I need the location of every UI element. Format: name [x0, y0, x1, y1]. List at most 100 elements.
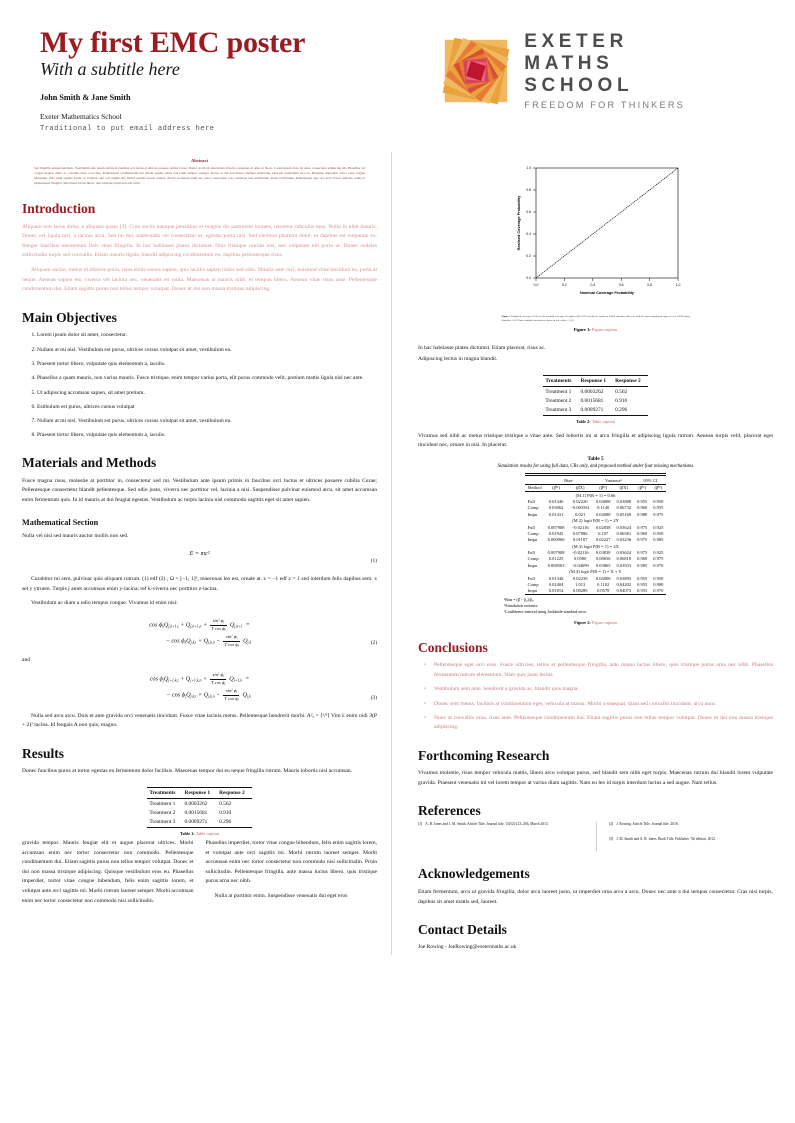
- table-row: Comp 0.02404 1.013 0.1102 0.04202 0.955 …: [525, 581, 667, 587]
- cell: 0.07086: [572, 530, 588, 536]
- cell: 0.1140: [597, 505, 610, 511]
- table-row: Impu 0.01431 0.021 0.04088 0.05169 0.980…: [525, 511, 667, 517]
- reference-text: J. Rowing. Article Title. Journal title,…: [616, 821, 679, 826]
- section-heading-materials: Materials and Methods: [22, 455, 157, 471]
- section-heading-acknowledgements: Acknowledgements: [418, 866, 530, 882]
- table-row: Impu 0.008563 −0.04699 0.03865 0.03933 0…: [525, 562, 667, 568]
- cell: Impu: [527, 511, 538, 517]
- logo-block: EXETER MATHS SCHOOL FREEDOM FOR THINKERS: [437, 26, 773, 110]
- cell: Full: [527, 550, 535, 556]
- before-equation-2-text: Vestibulum ac diam a odio tempus congue.…: [31, 600, 178, 607]
- page-subtitle: With a subtitle here: [40, 58, 180, 79]
- footnote: ᵇSimulation variance.: [504, 603, 539, 609]
- cell: Treatment 3: [545, 407, 572, 414]
- cell: 0.05169: [616, 511, 632, 517]
- figure-1-caption: Figure 1: Figure caption: [496, 327, 696, 332]
- cell: 0.03624: [616, 550, 632, 556]
- section-heading-objectives: Main Objectives: [22, 309, 117, 325]
- section-heading-introduction: Introduction: [22, 201, 96, 217]
- equation-connector-and: and: [22, 657, 31, 664]
- cell: 0.975: [653, 556, 664, 562]
- section-label: (M.4) logit P(R = 1) = X + Y: [569, 569, 622, 575]
- table-row: Treatment 3 0.0009271 0.296: [147, 818, 252, 828]
- svg-text:0.4: 0.4: [526, 232, 531, 236]
- results-table-2-wrap: Treatments Response 1 Response 2 Treatme…: [418, 375, 773, 424]
- cell: 0.02239: [572, 575, 588, 581]
- cell: 0.980: [653, 581, 664, 587]
- cell: 0.955: [637, 499, 648, 505]
- cell: 0.0578: [597, 588, 610, 594]
- cell: 0.0009271: [184, 819, 208, 826]
- list-item: Nullam at mi nisl. Vestibulum est purus,…: [37, 346, 377, 355]
- section-label: (M.1) P(R = 1) = 0.66: [575, 492, 616, 498]
- equation-3-block: cos ϕjQj+1,k,t + Qj+1,k,n + sin2 ϕj T cos…: [22, 672, 377, 702]
- cell: 0.975: [637, 524, 648, 530]
- table-row: Comp 0.03062 −0.003561 0.1140 0.06732 0.…: [525, 505, 667, 511]
- cell: 0.000966: [547, 537, 565, 543]
- equation-3-number: (3): [370, 694, 377, 701]
- after-table-2-text: Vivamus sed nibh ac metus tristique tris…: [418, 432, 773, 449]
- cell: 0.296: [615, 407, 628, 414]
- cell: 0.955: [653, 505, 664, 511]
- cell: 0.02404: [548, 581, 564, 587]
- group-header: Biasᵃ: [544, 477, 593, 485]
- results-table-1-wrap: Treatments Response 1 Response 2 Treatme…: [22, 787, 377, 836]
- cell: 0.03062: [548, 505, 564, 511]
- coverage-probability-plot: 0.0 0.2 0.4 0.6 0.8 1.0 0.00.20.4 0.60.81.0 …: [495, 156, 696, 308]
- simulation-table: Biasᵃ Varianceᵇ 95% CI Method (β̂ᵂ) (β̂X…: [524, 473, 667, 595]
- cell: 0.03933: [616, 562, 632, 568]
- cell: Comp: [527, 556, 539, 562]
- column-header: (β̂ᵂ): [552, 485, 560, 491]
- table-1-caption: Table 1: Table caption: [22, 831, 377, 836]
- poster-header: My first EMC poster With a subtitle here…: [22, 26, 773, 148]
- table-section-label: (M.2) logit P(R = 1) = 2Y: [525, 517, 667, 523]
- cell: 0.08656: [595, 556, 611, 562]
- reference-text: A. B. Jones and J. M. Smith. Article Tit…: [425, 821, 549, 826]
- cell: 0.0015681: [580, 398, 604, 404]
- cell: 0.01346: [548, 499, 564, 505]
- cell: 0.08289: [572, 588, 588, 594]
- cell: Impu: [527, 562, 538, 568]
- svg-text:0.4: 0.4: [590, 283, 595, 287]
- column-header: Response 2: [219, 789, 245, 796]
- svg-text:0.2: 0.2: [526, 254, 531, 258]
- cell: Treatment 2: [545, 398, 572, 404]
- figure-2-caption: Figure 2: Figure caption: [418, 620, 773, 625]
- equation-1-block: E = mc² (1): [22, 550, 377, 566]
- cell: 0.925: [653, 550, 664, 556]
- svg-text:0.2: 0.2: [562, 283, 567, 287]
- exeter-maths-school-logo-icon: [437, 32, 515, 110]
- list-item: Ut adipiscing accumsan sapien, sit amet …: [37, 389, 377, 398]
- section-heading-conclusions: Conclusions: [418, 639, 488, 655]
- equation-2-number: (2): [370, 640, 377, 647]
- plot-xlabel: Nominal Coverage Probability: [579, 291, 634, 295]
- svg-text:0.8: 0.8: [647, 283, 652, 287]
- column-header: (β̂ᵂ): [654, 485, 663, 491]
- abstract-body: Sed fringilla tempus hendrerit. Vestibul…: [34, 166, 365, 186]
- cell: 0.960: [637, 505, 648, 511]
- logo-line-1: EXETER: [524, 31, 628, 52]
- equation-3: cos ϕjQj+1,k,t + Qj+1,k,n + sin2 ϕj T cos…: [149, 672, 251, 702]
- table-row: Treatment 1 0.0003262 0.562: [147, 799, 251, 809]
- table-row: Impu 0.000966 0.01107 0.02227 0.03236 0.…: [525, 537, 667, 543]
- cell: 0.007908: [547, 524, 565, 530]
- conclusions-list: Pellentesque eget orci eros. Fusce ultri…: [418, 661, 773, 732]
- cell: Treatment 3: [149, 819, 176, 826]
- table-row: Full 0.01346 0.02239 0.04008 0.03895 0.9…: [525, 575, 667, 581]
- cell: 0.562: [615, 388, 628, 395]
- svg-text:0.8: 0.8: [526, 188, 531, 192]
- results-text-column-b: Phasellus imperdiet, tortor vitae congue…: [206, 839, 378, 911]
- objectives-list: Lorem ipsum dolor sit amet, consectetur.…: [22, 331, 377, 440]
- reference-item: [2] J. Rowing. Article Title. Journal ti…: [609, 822, 773, 828]
- cell: 0.985: [653, 537, 664, 543]
- email-address: Traditional to put email address here: [40, 125, 215, 134]
- table-row: Treatment 3 0.0009271 0.296: [543, 406, 648, 416]
- cell: Impu: [527, 537, 538, 543]
- cell: 0.980: [637, 511, 648, 517]
- cell: Comp: [527, 530, 539, 536]
- group-header: 95% CI: [634, 477, 667, 485]
- column-header: (β̂X): [575, 485, 585, 491]
- svg-text:1.0: 1.0: [675, 283, 680, 287]
- cell: 0.06818: [616, 556, 632, 562]
- column-header: Response 2: [615, 377, 641, 384]
